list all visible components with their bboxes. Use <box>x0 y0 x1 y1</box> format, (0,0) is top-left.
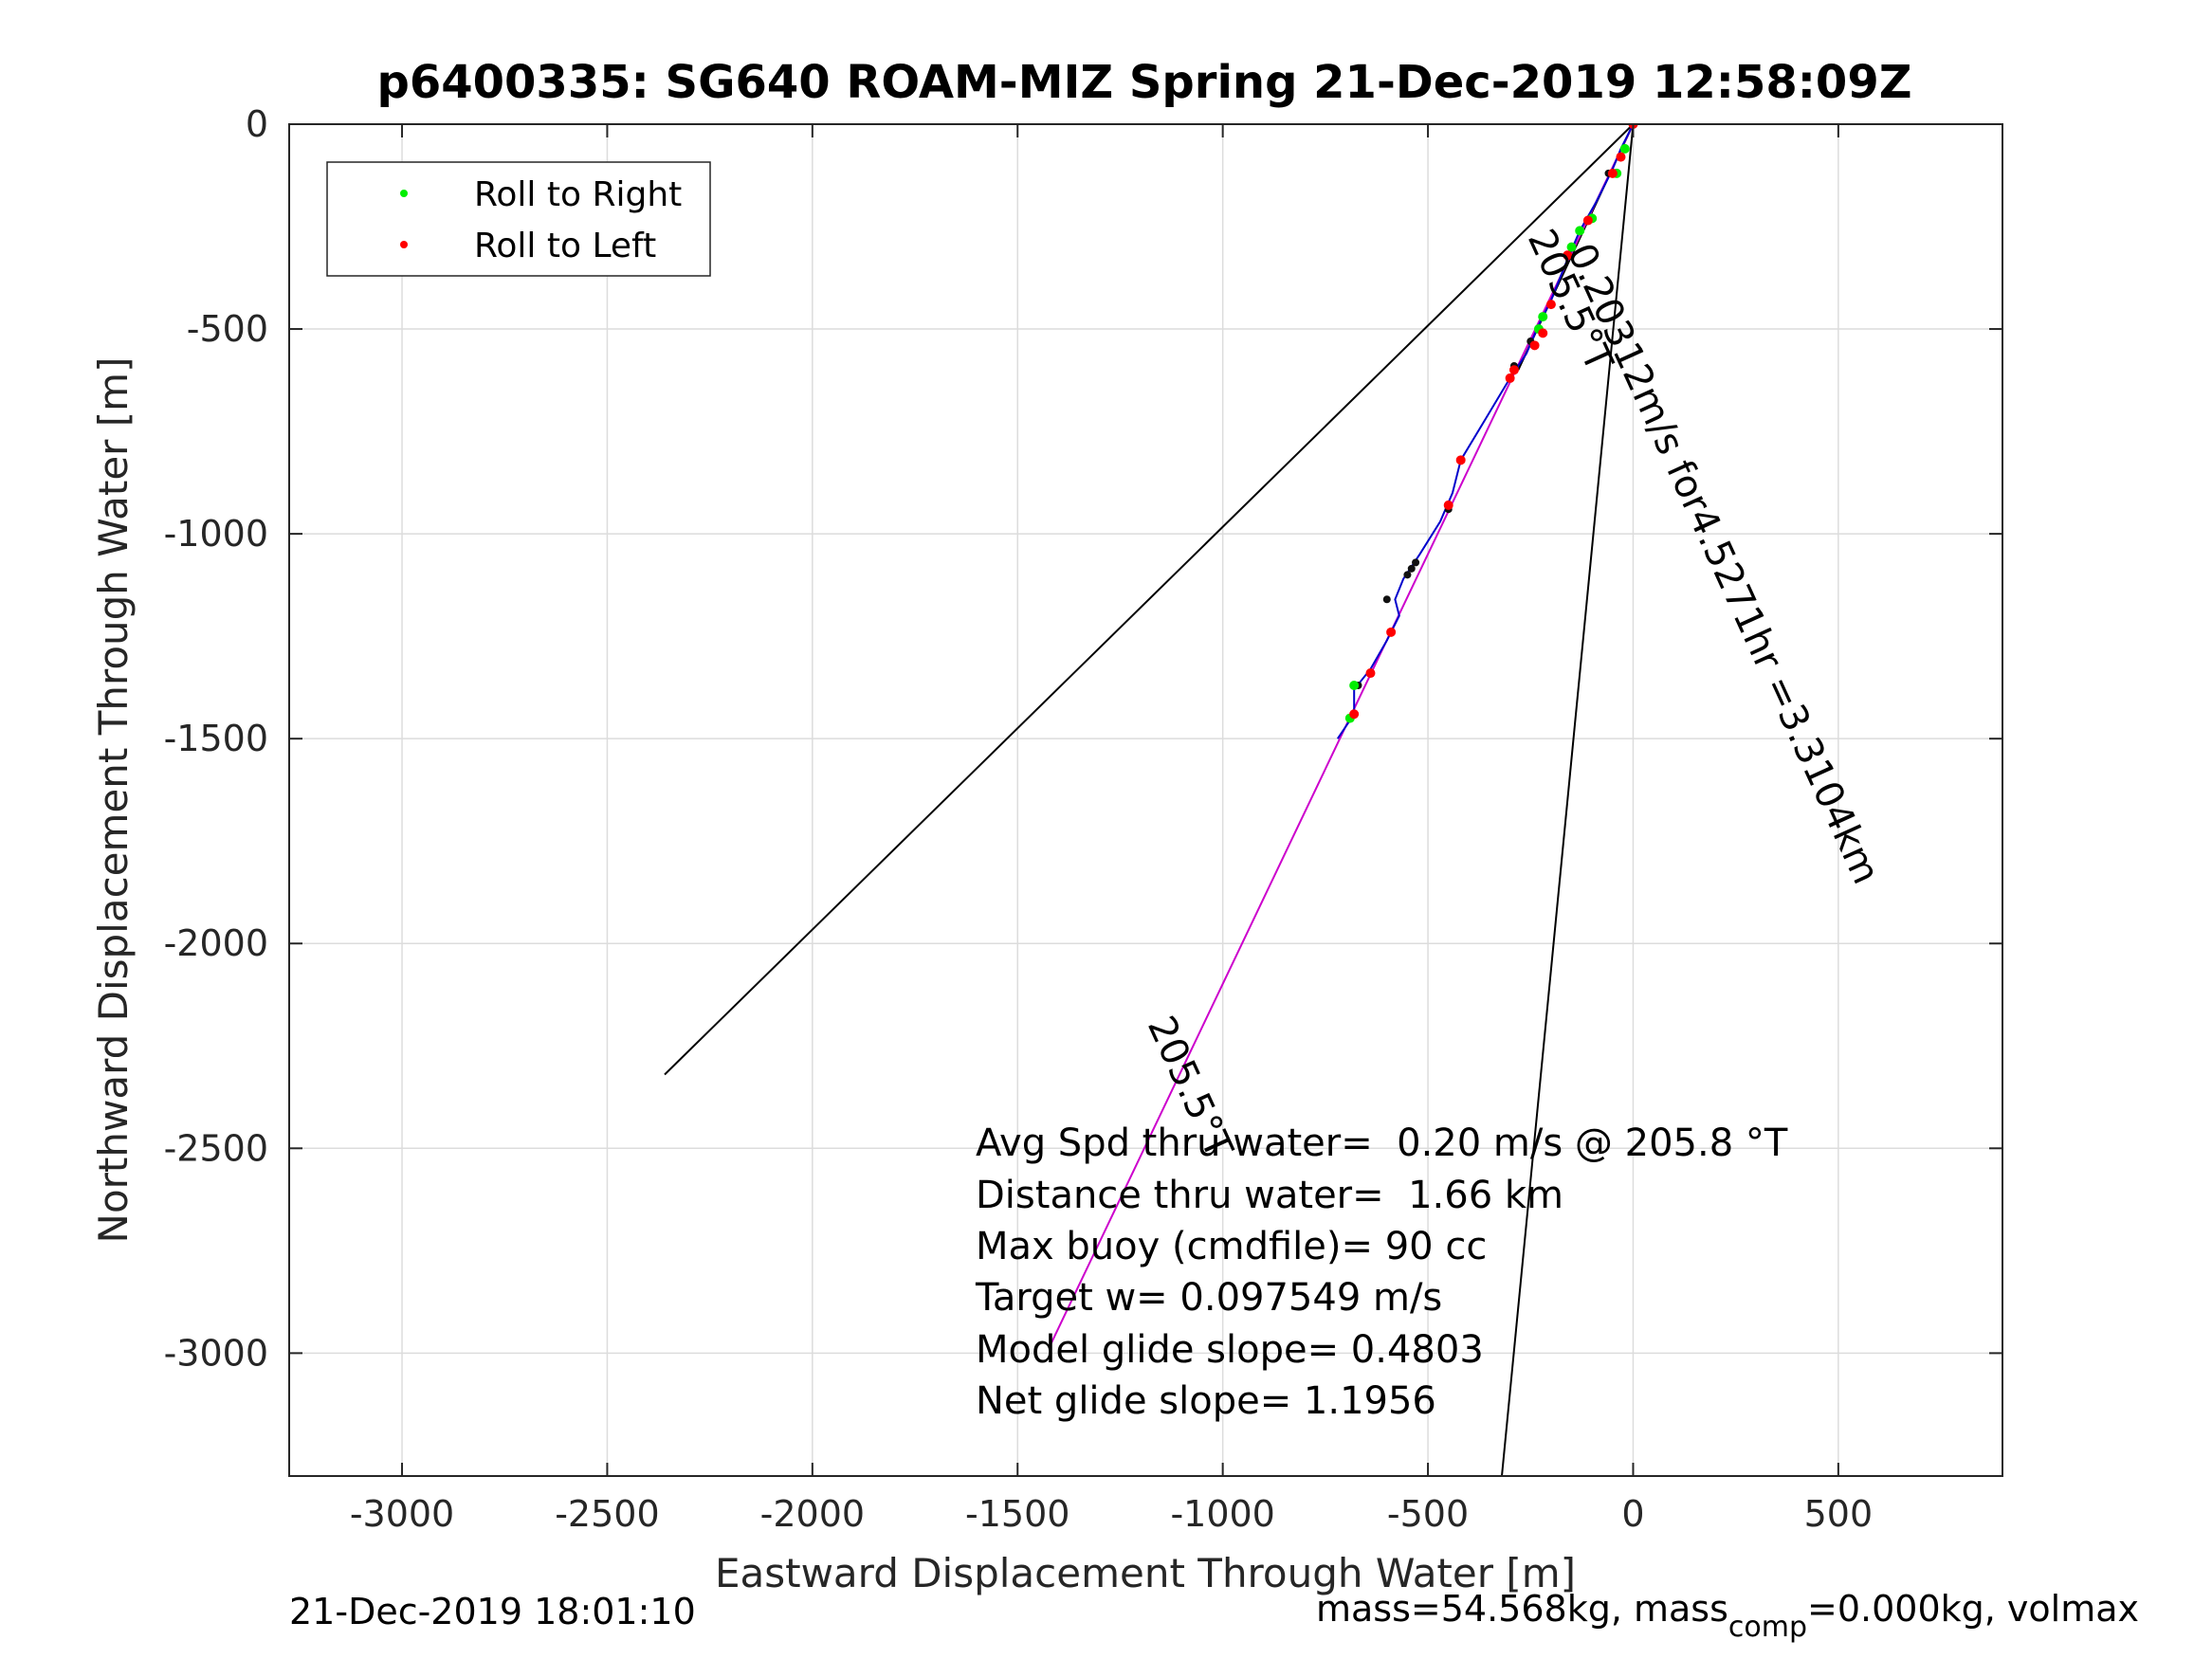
roll-to-left-point <box>1443 500 1453 510</box>
annotation-target-w: Target w= 0.097549 m/s <box>975 1276 1442 1320</box>
roll-to-left-point <box>1349 709 1360 720</box>
roll-to-left-point <box>1508 365 1519 375</box>
x-tick-label: -1500 <box>965 1493 1069 1535</box>
roll-to-left-point <box>1386 627 1397 637</box>
axis-ticks: -3000 -2500 -2000 -1500 -1000 -500 0 500 0 -500 -1… <box>164 103 2002 1535</box>
track-point <box>1403 571 1412 579</box>
roll-to-left-point <box>1616 152 1626 162</box>
track-point <box>1382 595 1391 604</box>
roll-to-right-point <box>1619 143 1630 154</box>
roll-to-left-point <box>1538 328 1548 338</box>
y-tick-label: -2500 <box>164 1127 268 1169</box>
legend-marker-right <box>400 190 408 197</box>
roll-to-right-point <box>1538 312 1548 322</box>
x-tick-label: -3000 <box>350 1493 454 1535</box>
footer-timestamp: 21-Dec-2019 18:01:10 <box>289 1591 696 1632</box>
footer-mass-suffix: =0.000kg, volmax <box>1807 1588 2139 1630</box>
roll-to-left-point <box>1545 300 1556 310</box>
roll-to-right-point <box>1566 242 1577 252</box>
y-tick-label: -1500 <box>164 718 268 759</box>
cone-line-1 <box>1501 124 1635 1476</box>
footer-mass-sub: comp <box>1728 1611 1807 1644</box>
footer-mass-info: mass=54.568kg, masscomp=0.000kg, volmax <box>1316 1588 2139 1644</box>
cone-line-0 <box>664 124 1635 1076</box>
annotation-distance: Distance thru water= 1.66 km <box>976 1174 1563 1217</box>
y-tick-label: -500 <box>187 308 268 350</box>
y-tick-label: -3000 <box>164 1332 268 1374</box>
roll-to-right-point <box>1575 226 1585 236</box>
x-axis-label: Eastward Displacement Through Water [m] <box>715 1550 1576 1596</box>
chart-title: p6400335: SG640 ROAM-MIZ Spring 21-Dec-2… <box>376 56 1911 109</box>
x-tick-label: -1000 <box>1170 1493 1274 1535</box>
track-point <box>1412 558 1420 567</box>
legend-marker-left <box>400 241 408 248</box>
x-tick-label: -2000 <box>760 1493 865 1535</box>
roll-to-left-point <box>1365 668 1376 679</box>
roll-to-left-point <box>1607 168 1618 178</box>
stats-annotations: Avg Spd thru water= 0.20 m/s @ 205.8 °T … <box>975 1121 1788 1423</box>
annotation-model-glide: Model glide slope= 0.4803 <box>976 1328 1484 1372</box>
roll-to-left-point <box>1529 340 1540 351</box>
x-tick-label: -2500 <box>555 1493 659 1535</box>
roll-to-left-point <box>1455 455 1466 465</box>
data-marks <box>1344 124 1638 723</box>
roll-to-left-point <box>1582 215 1593 226</box>
y-axis-label: Northward Displacement Through Water [m] <box>90 357 137 1244</box>
legend-label-left: Roll to Left <box>474 227 656 265</box>
footer-mass-prefix: mass=54.568kg, mass <box>1316 1588 1728 1630</box>
plot-area <box>289 124 2002 1476</box>
roll-to-right-point <box>1349 681 1360 691</box>
annotation-max-buoy: Max buoy (cmdfile)= 90 cc <box>976 1225 1487 1268</box>
y-tick-label: -1000 <box>164 513 268 555</box>
annotation-net-glide: Net glide slope= 1.1956 <box>976 1379 1436 1423</box>
grid <box>289 123 2002 1476</box>
annotation-avg-speed: Avg Spd thru water= 0.20 m/s @ 205.8 °T <box>976 1121 1788 1165</box>
roll-to-left-point <box>1505 373 1515 383</box>
legend: Roll to Right Roll to Left <box>326 161 711 277</box>
legend-label-right: Roll to Right <box>474 175 682 214</box>
x-tick-label: 0 <box>1621 1493 1644 1535</box>
legend-box <box>326 161 711 277</box>
x-tick-label: 500 <box>1804 1493 1874 1535</box>
x-tick-label: -500 <box>1387 1493 1469 1535</box>
roll-to-left-point <box>1563 250 1573 261</box>
y-tick-label: 0 <box>246 103 268 145</box>
y-tick-label: -2000 <box>164 922 268 964</box>
axes-box <box>288 123 2003 1477</box>
track-point <box>1407 564 1416 573</box>
